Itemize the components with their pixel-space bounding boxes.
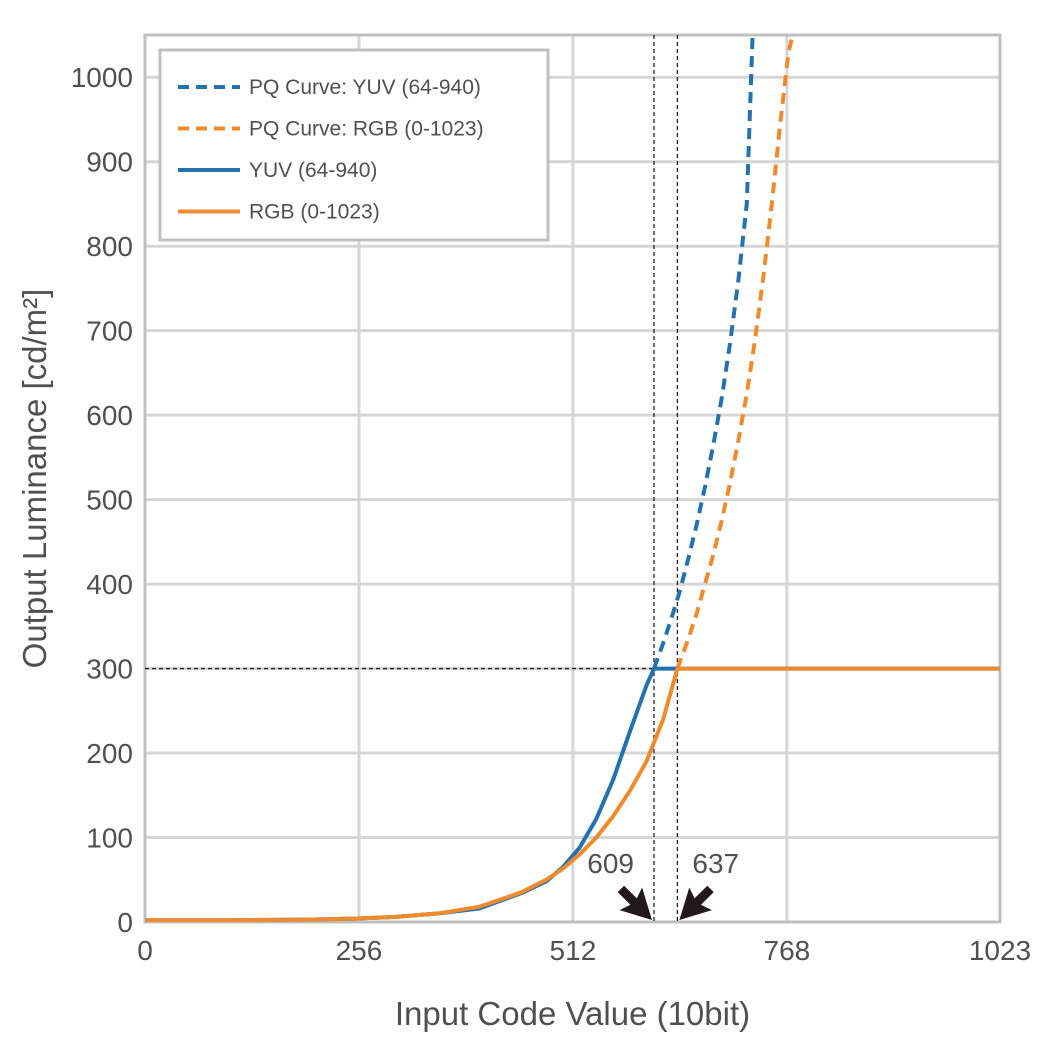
x-tick-labels: 0 256 512 768 1023: [137, 935, 1031, 966]
annotations: 609 637: [587, 848, 739, 920]
y-tick-label: 400: [86, 569, 133, 600]
series-line-1: [652, 35, 755, 670]
legend-label: YUV (64-940): [249, 159, 377, 182]
series-layer: [145, 35, 1000, 922]
legend: PQ Curve: YUV (64-940) PQ Curve: RGB (0-1…: [158, 48, 550, 242]
annotation-label: 609: [587, 848, 634, 879]
x-tick-label: 1023: [969, 935, 1031, 966]
y-axis-title: Output Luminance [cd/m²]: [16, 289, 53, 669]
legend-label: RGB (0-1023): [249, 201, 380, 224]
series-line-2: [675, 35, 795, 670]
reference-lines: [145, 35, 679, 922]
annotation-arrow: [679, 885, 714, 920]
annotation-label: 637: [692, 848, 739, 879]
x-axis-title: Input Code Value (10bit): [395, 995, 750, 1032]
y-tick-label: 0: [117, 907, 133, 938]
legend-label: PQ Curve: YUV (64-940): [249, 76, 481, 99]
y-tick-label: 700: [86, 316, 133, 347]
y-tick-label: 600: [86, 400, 133, 431]
y-tick-label: 1000: [71, 62, 133, 93]
y-tick-label: 500: [86, 485, 133, 516]
x-tick-label: 512: [550, 935, 597, 966]
legend-box: [158, 48, 550, 242]
legend-label: PQ Curve: RGB (0-1023): [249, 118, 484, 141]
y-tick-label: 100: [86, 823, 133, 854]
series-line-4: [145, 666, 1000, 922]
y-tick-label: 300: [86, 654, 133, 685]
y-tick-label: 800: [86, 231, 133, 262]
annotation-arrow: [617, 885, 652, 920]
x-tick-label: 768: [764, 935, 811, 966]
plot-frame: [143, 33, 1002, 924]
y-tick-label: 900: [86, 147, 133, 178]
y-tick-label: 200: [86, 738, 133, 769]
x-tick-label: 256: [336, 935, 383, 966]
x-tick-label: 0: [137, 935, 153, 966]
y-tick-labels: 0 100 200 300 400 500 600 700 800 900 1000: [71, 62, 133, 938]
